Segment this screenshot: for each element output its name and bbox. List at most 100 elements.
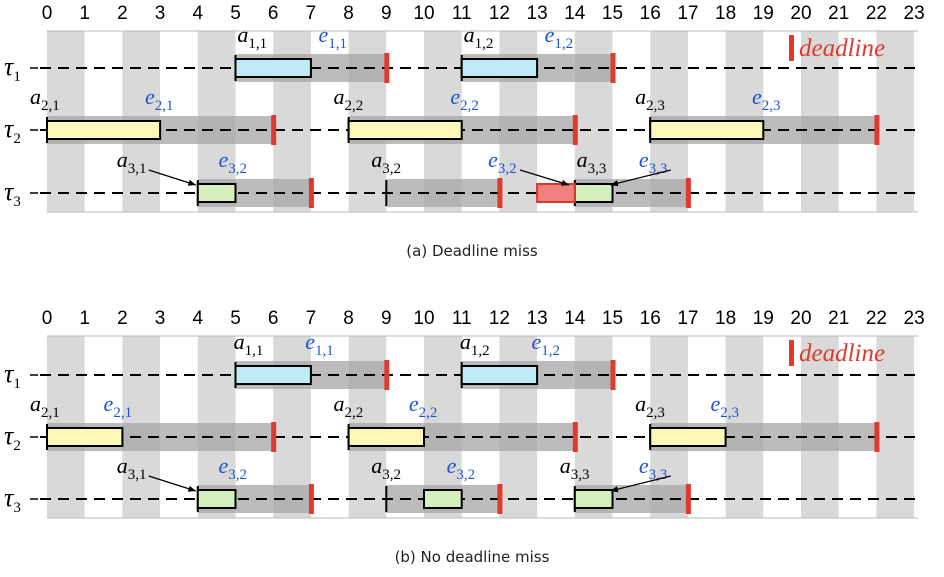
job-deadline-miss <box>536 183 576 203</box>
time-tick-label: 10 <box>413 308 434 329</box>
deadline-marker <box>308 484 314 514</box>
label-arrow-line <box>610 169 672 186</box>
deadline-legend-swatch <box>789 340 794 366</box>
execution-label: e2,2 <box>450 84 479 114</box>
job-execution <box>460 58 539 78</box>
time-tick-label: 21 <box>828 3 849 24</box>
deadline-marker <box>610 360 616 390</box>
deadline-legend-label: deadline <box>799 35 885 62</box>
time-tick-label: 13 <box>527 3 548 24</box>
time-tick-label: 1 <box>79 3 90 24</box>
time-stripe <box>876 336 915 518</box>
arrival-label: a1,2 <box>460 329 490 359</box>
time-tick-label: 0 <box>42 308 53 329</box>
arrival-label: a3,2 <box>371 453 401 483</box>
execution-label: e2,2 <box>409 391 438 421</box>
task-name-label: τ1 <box>4 52 21 85</box>
time-tick-label: 21 <box>828 308 849 329</box>
time-tick-label: 13 <box>527 308 548 329</box>
deadline-marker <box>572 115 578 145</box>
job-execution <box>649 120 765 140</box>
job-execution <box>46 427 124 447</box>
time-tick-label: 23 <box>904 3 925 24</box>
deadline-marker <box>384 53 390 83</box>
time-tick-label: 17 <box>677 3 698 24</box>
time-tick-label: 2 <box>117 308 128 329</box>
panel-a: 0 1 2 3 4 5 6 7 8 9 10 11 12 13 14 15 16 17 18 19 20 21 22 23τ1… <box>4 3 925 260</box>
arrival-label: a2,2 <box>334 84 364 114</box>
execution-label: e3,2 <box>219 147 248 177</box>
job-execution <box>46 120 162 140</box>
job-execution <box>347 427 426 447</box>
time-stripe <box>876 31 915 212</box>
task-row-3: τ3 a3,1 e3,2 a3,2 e3,2 a3,3 e3,3 <box>4 453 921 516</box>
time-tick-label: 5 <box>230 3 241 24</box>
execution-label: e1,1 <box>305 329 334 359</box>
task-name-label: τ2 <box>4 421 21 454</box>
time-tick-label: 3 <box>155 3 166 24</box>
time-tick-label: 19 <box>753 308 774 329</box>
arrival-label: a3,3 <box>577 147 607 177</box>
deadline-marker <box>497 178 503 208</box>
execution-label: e1,1 <box>318 22 347 52</box>
job-execution <box>573 489 614 509</box>
label-arrow-head <box>610 180 619 187</box>
time-tick-label: 6 <box>268 3 279 24</box>
label-arrow-head <box>561 179 570 186</box>
time-tick-label: 20 <box>790 3 811 24</box>
arrival-label: a1,1 <box>234 329 264 359</box>
execution-label: e1,2 <box>545 22 574 52</box>
arrival-label: a3,3 <box>560 453 590 483</box>
job-execution <box>649 427 727 447</box>
deadline-marker <box>271 422 277 452</box>
execution-label: e3,2 <box>447 453 476 483</box>
time-tick-label: 11 <box>452 3 472 24</box>
label-arrow-line <box>610 475 672 492</box>
time-tick-label: 14 <box>564 3 586 24</box>
job-execution <box>234 365 312 385</box>
task-row-3: τ3 a3,1 e3,2 a3,2 e3,2 a3,3 e3,3 <box>4 147 921 210</box>
label-arrow-head <box>187 485 196 492</box>
arrival-label: a2,2 <box>334 391 364 421</box>
task-row-2: τ2 a2,1 e2,1 a2,2 e2,2 a2,3 e2,3 <box>4 84 921 147</box>
deadline-marker <box>874 115 880 145</box>
time-tick-label: 19 <box>753 3 774 24</box>
task-name-label: τ3 <box>4 177 21 210</box>
time-tick-label: 14 <box>564 308 586 329</box>
deadline-marker <box>610 53 616 83</box>
execution-label: e2,1 <box>104 391 133 421</box>
time-tick-label: 22 <box>866 308 887 329</box>
task-row-1: τ1 a1,1 e1,1 a1,2 e1,2 <box>4 329 921 392</box>
time-tick-label: 15 <box>602 3 623 24</box>
time-tick-label: 2 <box>117 3 128 24</box>
deadline-marker <box>874 422 880 452</box>
deadline-legend: deadline <box>789 35 885 62</box>
arrival-label: a3,1 <box>117 453 147 483</box>
time-tick-label: 7 <box>306 308 317 329</box>
label-arrow-line <box>519 169 570 186</box>
label-arrow-line <box>148 169 196 186</box>
arrival-label: a2,3 <box>635 84 665 114</box>
panel-caption: (a) Deadline miss <box>406 242 538 260</box>
task-row-1: τ1 a1,1 e1,1 a1,2 e1,2 <box>4 22 921 85</box>
panel-b: 0 1 2 3 4 5 6 7 8 9 10 11 12 13 14 15 16 17 18 19 20 21 22 23τ1… <box>4 308 925 566</box>
job-execution <box>423 489 463 509</box>
arrival-label: a2,1 <box>30 391 60 421</box>
time-tick-label: 16 <box>640 308 661 329</box>
time-tick-label: 17 <box>677 308 698 329</box>
time-tick-label: 1 <box>79 308 90 329</box>
panel-caption: (b) No deadline miss <box>395 548 550 566</box>
time-tick-label: 23 <box>904 308 925 329</box>
time-tick-label: 16 <box>640 3 661 24</box>
job-execution <box>196 489 237 509</box>
execution-label: e2,3 <box>711 391 740 421</box>
arrival-label: a1,1 <box>237 22 267 52</box>
deadline-marker <box>271 115 277 145</box>
label-arrow-line <box>148 475 196 492</box>
arrival-label: a3,2 <box>371 147 401 177</box>
execution-label: e2,1 <box>145 84 174 114</box>
job-execution <box>347 120 463 140</box>
time-tick-label: 10 <box>413 3 434 24</box>
deadline-marker <box>685 178 691 208</box>
